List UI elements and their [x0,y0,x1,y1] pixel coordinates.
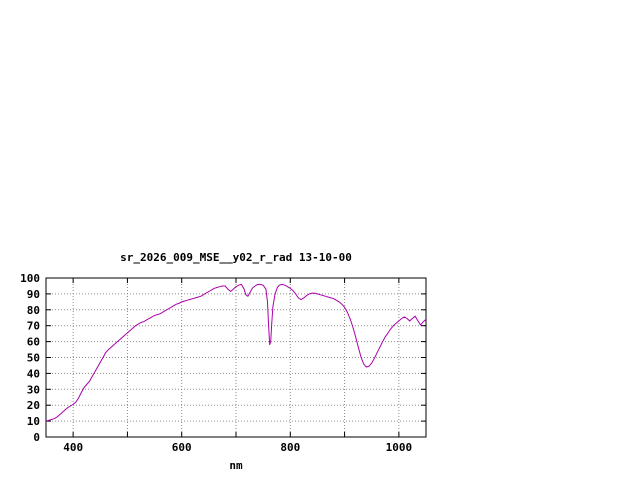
y-tick-label: 90 [27,288,40,301]
x-tick-label: 400 [63,441,83,454]
spectral-curve [45,283,427,422]
y-tick-label: 80 [27,304,40,317]
y-tick-label: 60 [27,336,40,349]
chart-title: sr_2026_009_MSE__y02_r_rad 13-10-00 [120,251,352,264]
plot-border [45,277,427,438]
y-tick-label: 20 [27,399,40,412]
y-tick-label: 40 [27,367,40,380]
y-tick-label: 100 [20,272,40,285]
y-tick-label: 70 [27,320,40,333]
x-tick-label: 800 [280,441,300,454]
y-tick-label: 10 [27,415,40,428]
x-axis-label: nm [229,459,243,472]
y-tick-label: 30 [27,383,40,396]
y-tick-label: 0 [33,431,40,444]
y-tick-label: 50 [27,352,40,365]
x-tick-label: 1000 [386,441,413,454]
x-tick-label: 600 [172,441,192,454]
